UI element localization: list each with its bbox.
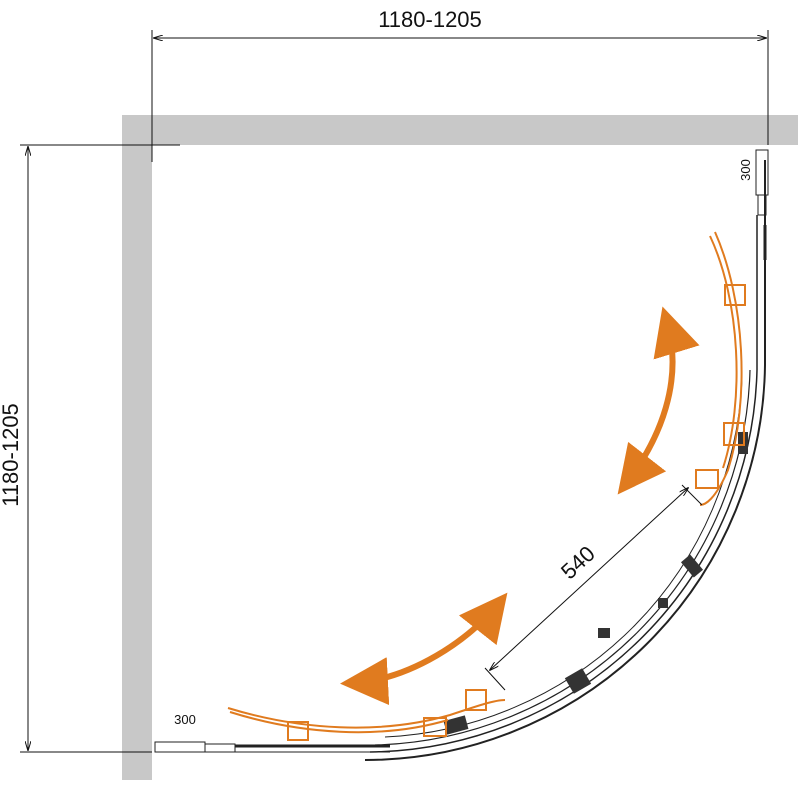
bottom-panel-label: 300 — [174, 712, 196, 727]
right-panel-label: 300 — [738, 159, 753, 181]
opening-label: 540 — [556, 541, 600, 584]
dim-width — [151, 30, 769, 162]
dim-opening — [484, 484, 703, 691]
width-label: 1180-1205 — [378, 7, 482, 32]
wall-edge — [152, 145, 798, 147]
slide-arrow-bottom — [340, 592, 508, 706]
depth-label: 1180-1205 — [0, 403, 23, 507]
slide-arrow-right — [617, 306, 700, 495]
doors-open — [227, 231, 746, 741]
wall-top — [122, 115, 798, 145]
dim-depth — [20, 144, 180, 753]
wall-left — [122, 115, 152, 780]
enclosure — [154, 149, 769, 761]
